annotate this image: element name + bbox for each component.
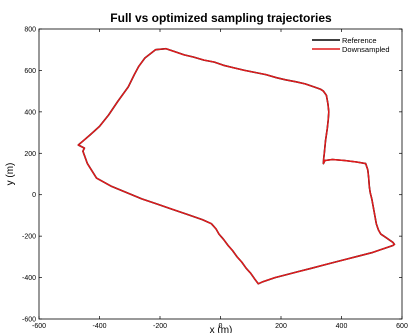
x-tick-label: 0 [219,323,223,330]
legend-box [308,32,401,58]
chart-title: Full vs optimized sampling trajectories [110,11,332,25]
y-tick-label: 200 [24,151,36,158]
legend-label-downsampled: Downsampled [342,45,390,54]
y-tick-label: -200 [22,234,36,241]
x-tick-label: -600 [32,323,46,330]
y-tick-label: 400 [24,109,36,116]
y-tick-label: 600 [24,68,36,75]
x-tick-label: 200 [275,323,287,330]
y-tick-label: 800 [24,27,36,34]
legend: Reference Downsampled [308,32,401,58]
y-tick-label: -400 [22,275,36,282]
x-tick-label: -400 [92,323,106,330]
x-tick-label: -200 [153,323,167,330]
series-line-reference [77,47,396,285]
x-tick-label: 400 [336,323,348,330]
x-tick-label: 600 [396,323,408,330]
plot-area [77,47,396,285]
x-axis-label: x (m) [210,325,233,333]
y-axis-label: y (m) [5,163,16,186]
y-tick-label: 0 [32,192,36,199]
legend-label-reference: Reference [342,36,377,45]
y-tick-label: -600 [22,317,36,324]
axis-ticks: -600 -400 -200 0 200 400 600 -600 -400 -200 0 200 40… [22,27,408,331]
series-line-downsampled [77,48,396,285]
